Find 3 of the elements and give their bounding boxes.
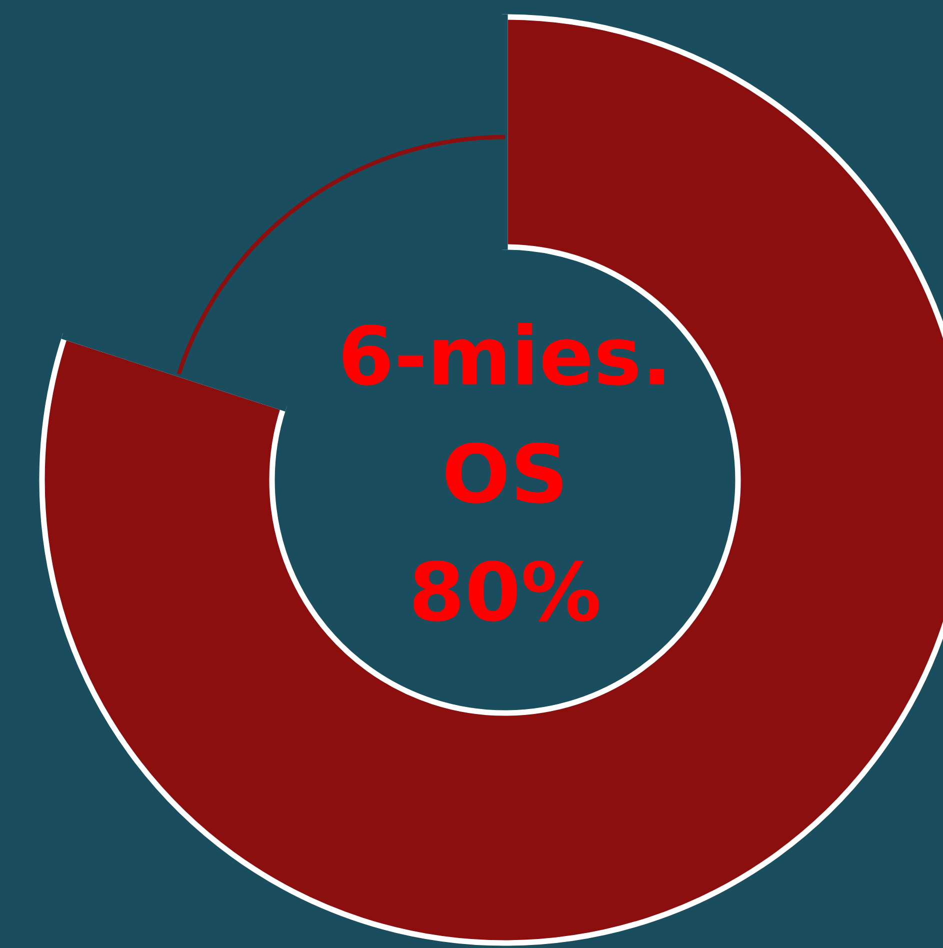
data-label: 80% bbox=[414, 560, 599, 622]
text: OS bbox=[446, 442, 562, 504]
text: 6-mies. bbox=[342, 323, 664, 386]
